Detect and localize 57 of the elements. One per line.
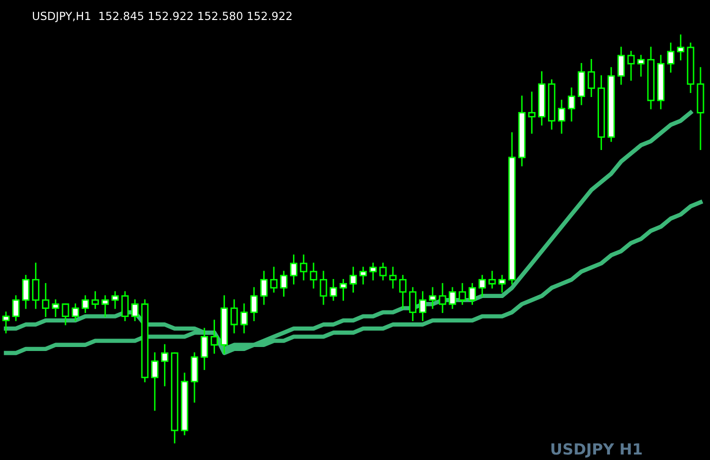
candlestick	[121, 291, 129, 322]
candlestick	[409, 287, 416, 322]
candlestick	[428, 287, 436, 309]
candlestick	[250, 287, 258, 322]
candlestick	[82, 295, 89, 313]
candlestick	[111, 291, 119, 309]
candlestick	[458, 283, 466, 305]
candlestick	[498, 274, 506, 293]
candlestick	[468, 283, 476, 305]
candlestick	[340, 278, 347, 301]
candlestick	[320, 270, 328, 305]
candlestick	[230, 299, 238, 334]
candlestick	[667, 42, 674, 73]
candlestick	[558, 100, 566, 134]
candlestick	[22, 274, 30, 309]
candlestick	[419, 291, 426, 322]
candlestick	[210, 320, 218, 354]
candlestick	[379, 262, 387, 280]
candlestick	[310, 262, 318, 289]
candlestick	[438, 283, 446, 313]
candlestick	[62, 303, 70, 326]
candlestick	[280, 270, 288, 297]
candlestick	[676, 34, 684, 60]
candlestick	[2, 312, 10, 334]
candlestick	[369, 262, 377, 280]
candlestick	[399, 274, 407, 309]
candlestick	[330, 278, 338, 301]
candlestick	[568, 87, 576, 122]
candlestick	[240, 303, 248, 334]
candlestick	[350, 266, 357, 293]
candlestick	[389, 266, 397, 289]
candlestick	[12, 295, 20, 322]
candlestick	[200, 328, 208, 370]
candlestick	[260, 270, 268, 305]
candlestick	[588, 58, 596, 98]
candlestick	[42, 283, 50, 318]
candlestick	[617, 46, 625, 85]
candlestick	[270, 266, 278, 293]
candlestick	[478, 274, 486, 297]
candlestick	[528, 92, 536, 134]
candlestick	[290, 254, 298, 284]
candlestick	[488, 270, 496, 289]
text: USDJPY H1	[551, 443, 642, 458]
candlestick	[52, 299, 60, 318]
candlestick	[359, 266, 367, 284]
candlestick	[448, 287, 456, 309]
candlestick	[102, 295, 109, 318]
chart-title: USDJPY,H1 152.845 152.922 152.580 152.922	[32, 12, 292, 22]
candlestick	[92, 291, 99, 309]
candlestick	[161, 344, 168, 386]
candlestick	[32, 262, 40, 309]
candlestick	[151, 352, 158, 411]
candlestick	[637, 54, 645, 77]
candlestick	[72, 303, 80, 322]
candlestick	[131, 299, 139, 322]
candlestick	[300, 254, 308, 280]
candlestick	[627, 50, 635, 81]
